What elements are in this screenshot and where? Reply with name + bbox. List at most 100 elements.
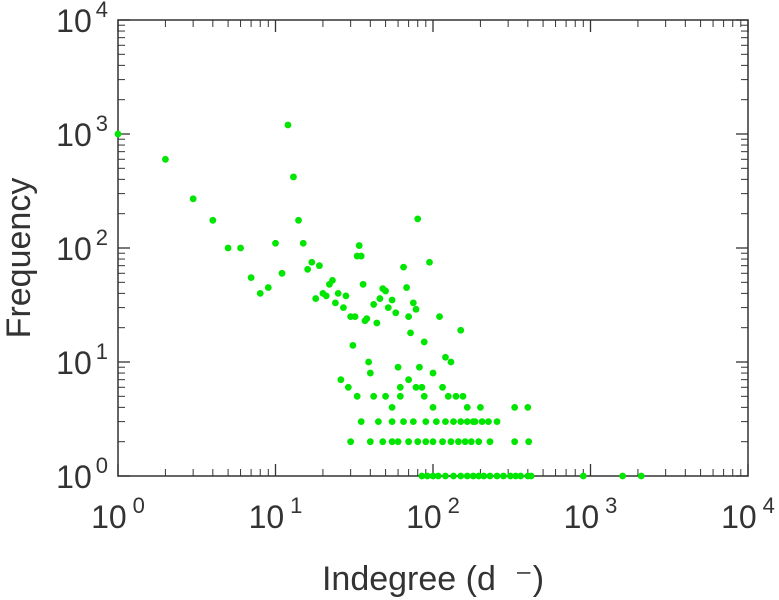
data-point xyxy=(423,472,431,480)
data-point xyxy=(493,418,501,426)
data-point xyxy=(527,472,535,480)
data-point xyxy=(388,418,396,426)
data-point xyxy=(486,472,494,480)
data-point xyxy=(459,392,467,400)
data-point xyxy=(247,274,255,281)
y-tick-label: 10 2 xyxy=(56,225,108,267)
x-tick-labels: 10 0 10 1 10 2 10 3 10 4 xyxy=(91,493,775,535)
data-point xyxy=(373,319,381,327)
x-tick-label: 10 2 xyxy=(406,493,460,535)
data-point xyxy=(506,472,514,480)
data-point xyxy=(414,438,422,446)
data-points xyxy=(114,121,645,480)
data-point xyxy=(416,363,423,371)
data-point xyxy=(405,438,413,446)
data-point xyxy=(426,258,433,266)
data-point xyxy=(400,263,407,271)
data-point xyxy=(469,472,477,480)
data-point xyxy=(420,338,428,346)
data-point xyxy=(450,472,457,480)
data-point xyxy=(403,284,411,291)
data-point xyxy=(485,418,492,426)
data-point xyxy=(467,438,475,446)
data-point xyxy=(224,244,232,252)
data-point xyxy=(422,418,430,426)
data-point xyxy=(382,287,389,295)
data-point xyxy=(478,418,486,426)
data-point xyxy=(517,472,525,480)
data-point xyxy=(477,403,484,411)
data-point xyxy=(420,392,428,400)
data-point xyxy=(237,244,244,252)
data-point xyxy=(388,296,396,304)
data-point xyxy=(396,392,404,400)
data-point xyxy=(365,358,372,366)
data-point xyxy=(359,280,367,288)
data-point xyxy=(295,216,302,224)
data-point xyxy=(429,403,437,411)
data-point xyxy=(619,472,627,480)
data-point xyxy=(463,418,471,426)
data-point xyxy=(432,418,440,426)
data-point xyxy=(455,438,462,446)
data-point xyxy=(384,304,392,312)
data-point xyxy=(278,269,286,277)
data-point xyxy=(480,472,488,480)
data-point xyxy=(379,438,387,446)
data-point xyxy=(579,472,587,480)
data-point xyxy=(442,418,449,426)
data-point xyxy=(351,313,359,321)
y-axis-label: Frequency xyxy=(0,178,38,339)
data-point xyxy=(457,418,465,426)
data-point xyxy=(290,173,297,181)
data-point xyxy=(394,363,402,371)
data-point xyxy=(457,326,465,334)
data-point xyxy=(461,438,469,446)
y-tick-label: 10 1 xyxy=(56,339,108,381)
data-point xyxy=(500,472,507,480)
y-tick-label: 10 4 xyxy=(56,0,108,39)
data-point xyxy=(436,313,443,321)
data-point xyxy=(189,195,197,203)
data-point xyxy=(388,403,396,411)
data-point xyxy=(405,313,413,321)
data-point xyxy=(370,392,378,400)
data-point xyxy=(486,438,494,446)
data-point xyxy=(442,472,449,480)
y-tick-label: 10 3 xyxy=(56,111,108,153)
data-point xyxy=(337,376,345,384)
data-point xyxy=(340,304,347,312)
data-point xyxy=(329,276,336,284)
data-point xyxy=(414,215,422,223)
data-point xyxy=(363,315,371,323)
data-point xyxy=(409,299,417,307)
data-point xyxy=(422,438,430,446)
data-point xyxy=(334,289,342,297)
x-axis-label: Indegree (d ⁻) xyxy=(322,560,544,598)
data-point xyxy=(312,295,320,302)
data-point xyxy=(272,239,279,247)
data-point xyxy=(447,358,455,366)
data-point xyxy=(353,392,361,400)
data-point xyxy=(511,438,519,446)
data-point xyxy=(493,472,501,480)
data-point xyxy=(405,376,413,384)
data-point xyxy=(512,472,520,480)
data-point xyxy=(308,258,316,266)
data-point xyxy=(357,418,365,426)
data-point xyxy=(114,130,122,138)
data-point xyxy=(457,472,465,480)
data-point xyxy=(475,438,483,446)
data-point xyxy=(511,403,519,411)
data-point xyxy=(439,438,446,446)
x-tick-label: 10 4 xyxy=(721,493,775,535)
minor-ticks xyxy=(118,20,748,476)
data-point xyxy=(376,295,384,302)
data-point xyxy=(382,392,389,400)
data-point xyxy=(452,392,460,400)
data-point xyxy=(370,301,378,308)
data-point xyxy=(439,383,446,391)
data-point xyxy=(349,341,357,349)
data-point xyxy=(316,262,323,270)
data-point xyxy=(471,418,479,426)
